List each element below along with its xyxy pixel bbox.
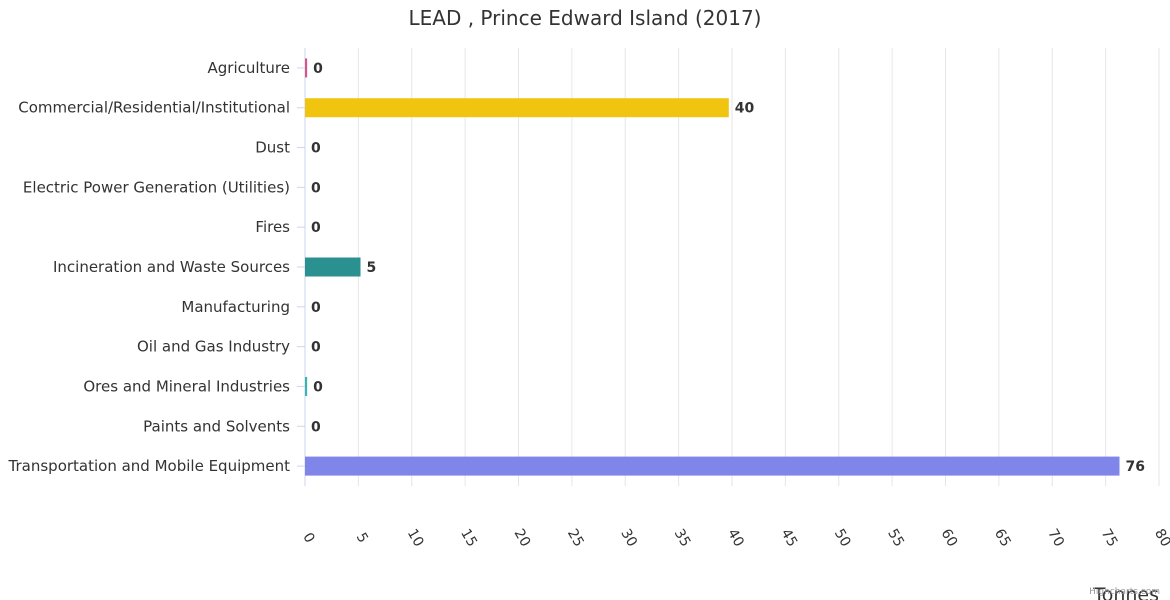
category-label: Oil and Gas Industry xyxy=(137,338,290,356)
x-tick-label: 55 xyxy=(884,526,907,549)
category-label: Paints and Solvents xyxy=(143,417,290,435)
x-tick-label: 65 xyxy=(991,526,1014,549)
category-label: Agriculture xyxy=(208,59,291,77)
x-tick-label: 80 xyxy=(1151,526,1170,549)
x-tick-label: 25 xyxy=(564,526,587,549)
category-labels: Agriculture Commercial/Residential/Instit… xyxy=(8,59,291,475)
category-label: Ores and Mineral Industries xyxy=(83,377,290,395)
data-label: 0 xyxy=(311,141,321,157)
data-label: 0 xyxy=(311,340,321,356)
x-tick-label: 75 xyxy=(1098,526,1121,549)
bars xyxy=(305,58,1120,476)
x-tick-label: 5 xyxy=(353,530,371,546)
data-label: 0 xyxy=(313,379,323,395)
category-label: Commercial/Residential/Institutional xyxy=(18,99,290,117)
bar[interactable] xyxy=(305,456,1120,476)
category-label: Incineration and Waste Sources xyxy=(53,258,290,276)
x-tick-label: 40 xyxy=(724,526,747,549)
x-tick-label: 0 xyxy=(299,530,317,546)
x-tick-label: 60 xyxy=(938,526,961,549)
data-label: 0 xyxy=(311,220,321,236)
credits[interactable]: Highcharts.com xyxy=(1089,587,1160,597)
chart-title: LEAD , Prince Edward Island (2017) xyxy=(409,6,762,30)
bar[interactable] xyxy=(305,257,361,277)
data-labels: 0 40 0 0 0 5 0 0 0 0 76 xyxy=(311,61,1145,475)
bar[interactable] xyxy=(305,376,308,396)
category-label: Fires xyxy=(255,218,290,236)
data-label: 0 xyxy=(311,180,321,196)
category-label: Dust xyxy=(255,139,290,157)
x-tick-label: 50 xyxy=(831,526,854,549)
x-tick-label: 70 xyxy=(1044,526,1067,549)
bar[interactable] xyxy=(305,58,308,78)
category-label: Transportation and Mobile Equipment xyxy=(8,457,291,475)
data-label: 0 xyxy=(313,61,323,77)
category-label: Electric Power Generation (Utilities) xyxy=(23,178,290,196)
axis-title: Tonnes xyxy=(1092,584,1159,600)
data-label: 0 xyxy=(311,419,321,435)
x-tick-label: 30 xyxy=(617,526,640,549)
data-label: 40 xyxy=(735,101,755,117)
x-tick-label: 20 xyxy=(511,526,534,549)
x-tick-label: 35 xyxy=(671,526,694,549)
axis-tick-labels: 0 5 10 15 20 25 30 35 40 45 50 55 60 65 70 75 80 xyxy=(299,526,1170,549)
data-label: 76 xyxy=(1126,459,1145,475)
data-label: 5 xyxy=(367,260,377,276)
data-label: 0 xyxy=(311,300,321,316)
x-tick-label: 45 xyxy=(777,526,800,549)
x-tick-label: 10 xyxy=(404,526,427,549)
bar[interactable] xyxy=(305,98,729,118)
category-label: Manufacturing xyxy=(181,298,290,316)
x-tick-label: 15 xyxy=(457,526,480,549)
